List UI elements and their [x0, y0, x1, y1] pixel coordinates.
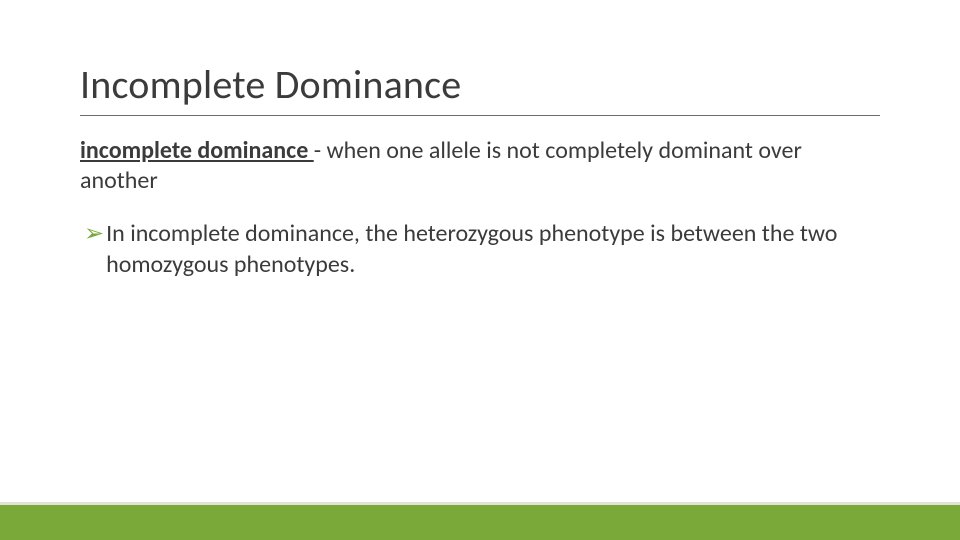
- definition-term: incomplete dominance: [80, 136, 314, 165]
- chevron-right-icon: ➢: [84, 218, 104, 249]
- footer-accent-bar: [0, 502, 960, 540]
- definition-line: incomplete dominance - when one allele i…: [80, 136, 880, 196]
- bullet-item: ➢ In incomplete dominance, the heterozyg…: [80, 218, 880, 280]
- slide-body: incomplete dominance - when one allele i…: [80, 136, 880, 280]
- slide: Incomplete Dominance incomplete dominanc…: [0, 0, 960, 540]
- slide-title: Incomplete Dominance: [80, 60, 880, 116]
- bullet-text: In incomplete dominance, the heterozygou…: [106, 218, 880, 280]
